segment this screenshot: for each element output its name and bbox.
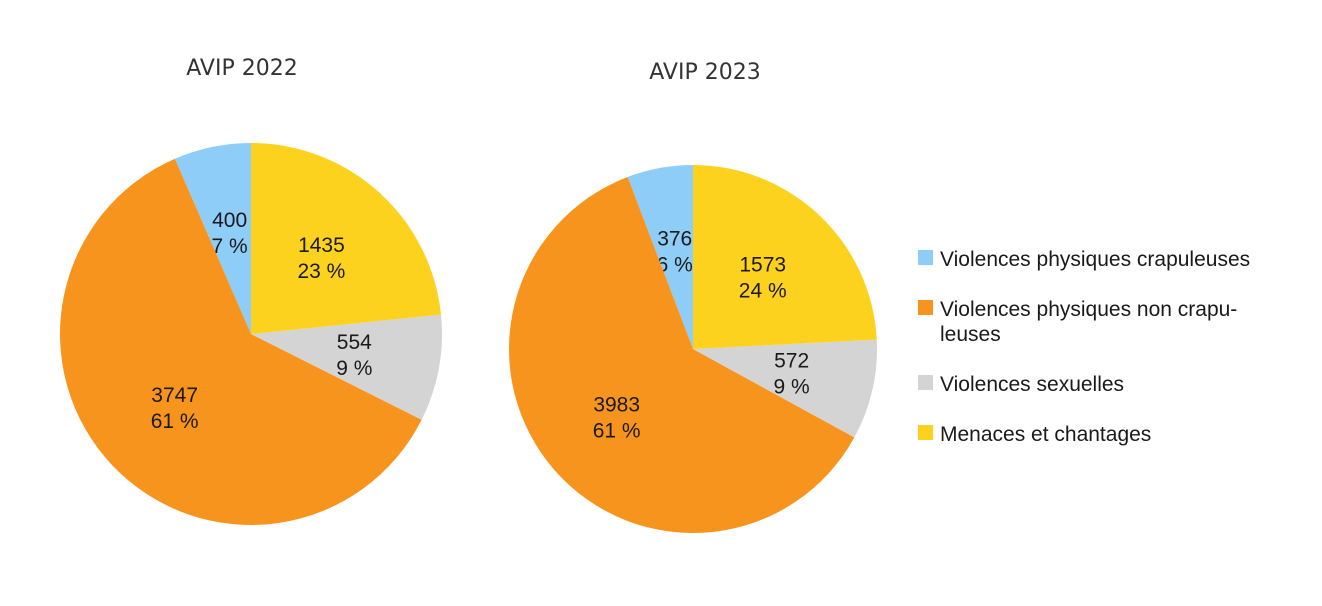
slice-value-label: 3747 [151, 384, 198, 407]
chart-title-2023: AVIP 2023 [649, 60, 760, 85]
pie-slice-violences-sexuelles [251, 314, 442, 420]
pie-chart-2022: 400 7 % 3747 61 % 554 9 % 1435 23 % AVIP 2022 [60, 56, 442, 526]
pie-chart-2023: 376 6 % 3983 61 % 572 9 % 1573 24 % AVIP 2023 [509, 60, 877, 534]
pie-slice-violences-physiques-non-crapuleuses [60, 158, 422, 526]
legend-item: Violences physiques non crapu-leuses [918, 298, 1237, 346]
pie-slice-violences-physiques-crapuleuses [627, 165, 693, 349]
slice-value-label: 400 [212, 209, 247, 232]
legend-label: Violences physiques crapuleuses [940, 248, 1250, 271]
pie-slice-menaces-et-chantages [693, 165, 877, 349]
pie-slice-menaces-et-chantages [251, 143, 442, 334]
legend-swatch [918, 375, 933, 390]
legend-item: Violences physiques crapuleuses [918, 248, 1250, 271]
legend-swatch [918, 300, 933, 315]
slice-percent-label: 61 % [151, 410, 199, 433]
slice-value-label: 1573 [739, 254, 786, 277]
chart-title-2022: AVIP 2022 [186, 56, 297, 81]
slice-percent-label: 7 % [212, 235, 248, 258]
legend-label: Violences physiques non crapu- [940, 298, 1237, 321]
legend-label: Violences sexuelles [940, 373, 1124, 396]
slice-percent-label: 6 % [657, 253, 693, 276]
slice-percent-label: 9 % [774, 376, 810, 399]
pie-slice-violences-sexuelles [693, 339, 877, 438]
legend-label: Menaces et chantages [940, 423, 1151, 446]
slice-percent-label: 61 % [593, 419, 641, 442]
legend-swatch [918, 250, 933, 265]
pie-slice-violences-physiques-crapuleuses [174, 143, 251, 334]
slice-value-label: 3983 [593, 393, 640, 416]
legend-swatch [918, 425, 933, 440]
slice-percent-label: 24 % [739, 280, 787, 303]
legend-label: leuses [940, 323, 1001, 346]
legend: Violences physiques crapuleuses Violences… [918, 248, 1250, 446]
slice-percent-label: 9 % [336, 357, 372, 380]
slice-value-label: 554 [337, 331, 372, 354]
legend-item: Menaces et chantages [918, 423, 1151, 446]
legend-item: Violences sexuelles [918, 373, 1124, 396]
slice-value-label: 376 [657, 227, 692, 250]
slice-percent-label: 23 % [297, 260, 345, 283]
slice-value-label: 1435 [298, 234, 345, 257]
slice-value-label: 572 [774, 350, 809, 373]
pie-slice-violences-physiques-non-crapuleuses [509, 177, 855, 534]
